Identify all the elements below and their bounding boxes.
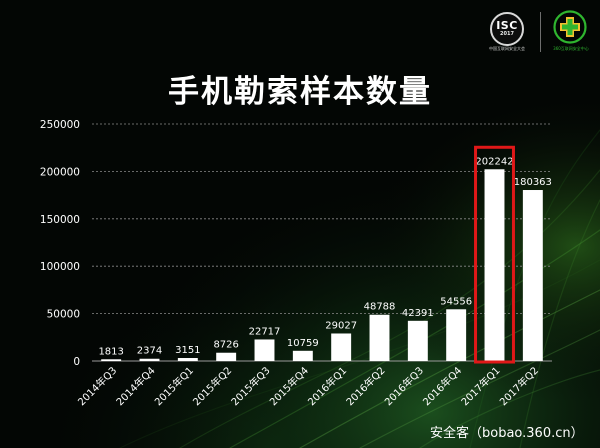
isc-logo-year: 2017 bbox=[500, 31, 514, 37]
x-tick-label: 2016年Q3 bbox=[382, 364, 426, 408]
bar-2015年Q1 bbox=[177, 358, 198, 361]
x-tick-label: 2014年Q3 bbox=[75, 364, 119, 408]
background-streak bbox=[229, 229, 600, 448]
bar-2016年Q1 bbox=[331, 333, 352, 361]
y-tick-label: 50000 bbox=[47, 309, 80, 321]
x-tick-label: 2015年Q1 bbox=[152, 364, 196, 408]
360-logo-caption: 360互联网安全中心 bbox=[553, 46, 589, 51]
isc-logo-caption: 中国互联网安全大会 bbox=[489, 46, 525, 51]
y-tick-label: 0 bbox=[73, 356, 80, 368]
bar-2017年Q2 bbox=[522, 190, 543, 361]
bar-2017年Q1 bbox=[484, 169, 505, 361]
data-label: 180363 bbox=[514, 177, 552, 188]
data-label: 54556 bbox=[440, 296, 472, 307]
bar-2016年Q3 bbox=[407, 320, 428, 361]
bar-2014年Q3 bbox=[101, 359, 122, 361]
slide-title: 手机勒索样本数量 bbox=[168, 74, 432, 110]
data-label: 3151 bbox=[175, 345, 200, 356]
x-tick-label: 2016年Q4 bbox=[420, 364, 464, 408]
bar-2015年Q2 bbox=[216, 352, 237, 361]
background-streak bbox=[419, 369, 600, 448]
watermark: 安全客（bobao.360.cn） bbox=[430, 426, 584, 441]
bar-2015年Q4 bbox=[292, 350, 313, 361]
bar-2015年Q3 bbox=[254, 339, 275, 361]
data-label: 48788 bbox=[364, 302, 396, 313]
x-tick-label: 2016年Q2 bbox=[343, 364, 387, 408]
background-streak bbox=[359, 329, 600, 448]
x-tick-label: 2017年Q2 bbox=[497, 364, 541, 408]
data-label: 2374 bbox=[137, 346, 162, 357]
x-tick-label: 2015年Q2 bbox=[190, 364, 234, 408]
data-label: 22717 bbox=[249, 326, 281, 337]
bar-2014年Q4 bbox=[139, 358, 160, 361]
x-tick-label: 2015年Q4 bbox=[267, 364, 311, 408]
isc-logo: ISC 2017 bbox=[490, 12, 524, 46]
x-tick-label: 2016年Q1 bbox=[305, 364, 349, 408]
data-label: 29027 bbox=[325, 320, 357, 331]
bar-2016年Q2 bbox=[369, 314, 390, 361]
y-tick-label: 150000 bbox=[40, 214, 80, 226]
logo-divider bbox=[540, 12, 541, 52]
data-label: 1813 bbox=[98, 346, 123, 357]
y-tick-label: 250000 bbox=[40, 119, 80, 131]
y-tick-label: 200000 bbox=[40, 166, 80, 178]
bar-2016年Q4 bbox=[446, 309, 467, 361]
data-label: 10759 bbox=[287, 338, 319, 349]
360-cross-icon bbox=[553, 10, 587, 44]
data-label: 42391 bbox=[402, 308, 434, 319]
data-label: 202242 bbox=[475, 156, 513, 167]
y-tick-label: 100000 bbox=[40, 261, 80, 273]
x-tick-label: 2017年Q1 bbox=[458, 364, 502, 408]
data-label: 8726 bbox=[213, 340, 238, 351]
background-streak bbox=[179, 169, 600, 448]
x-tick-label: 2014年Q4 bbox=[113, 364, 157, 408]
isc-logo-text: ISC bbox=[496, 19, 518, 32]
highlight-box bbox=[474, 145, 515, 364]
background-streak bbox=[519, 199, 600, 448]
x-tick-label: 2015年Q3 bbox=[228, 364, 272, 408]
